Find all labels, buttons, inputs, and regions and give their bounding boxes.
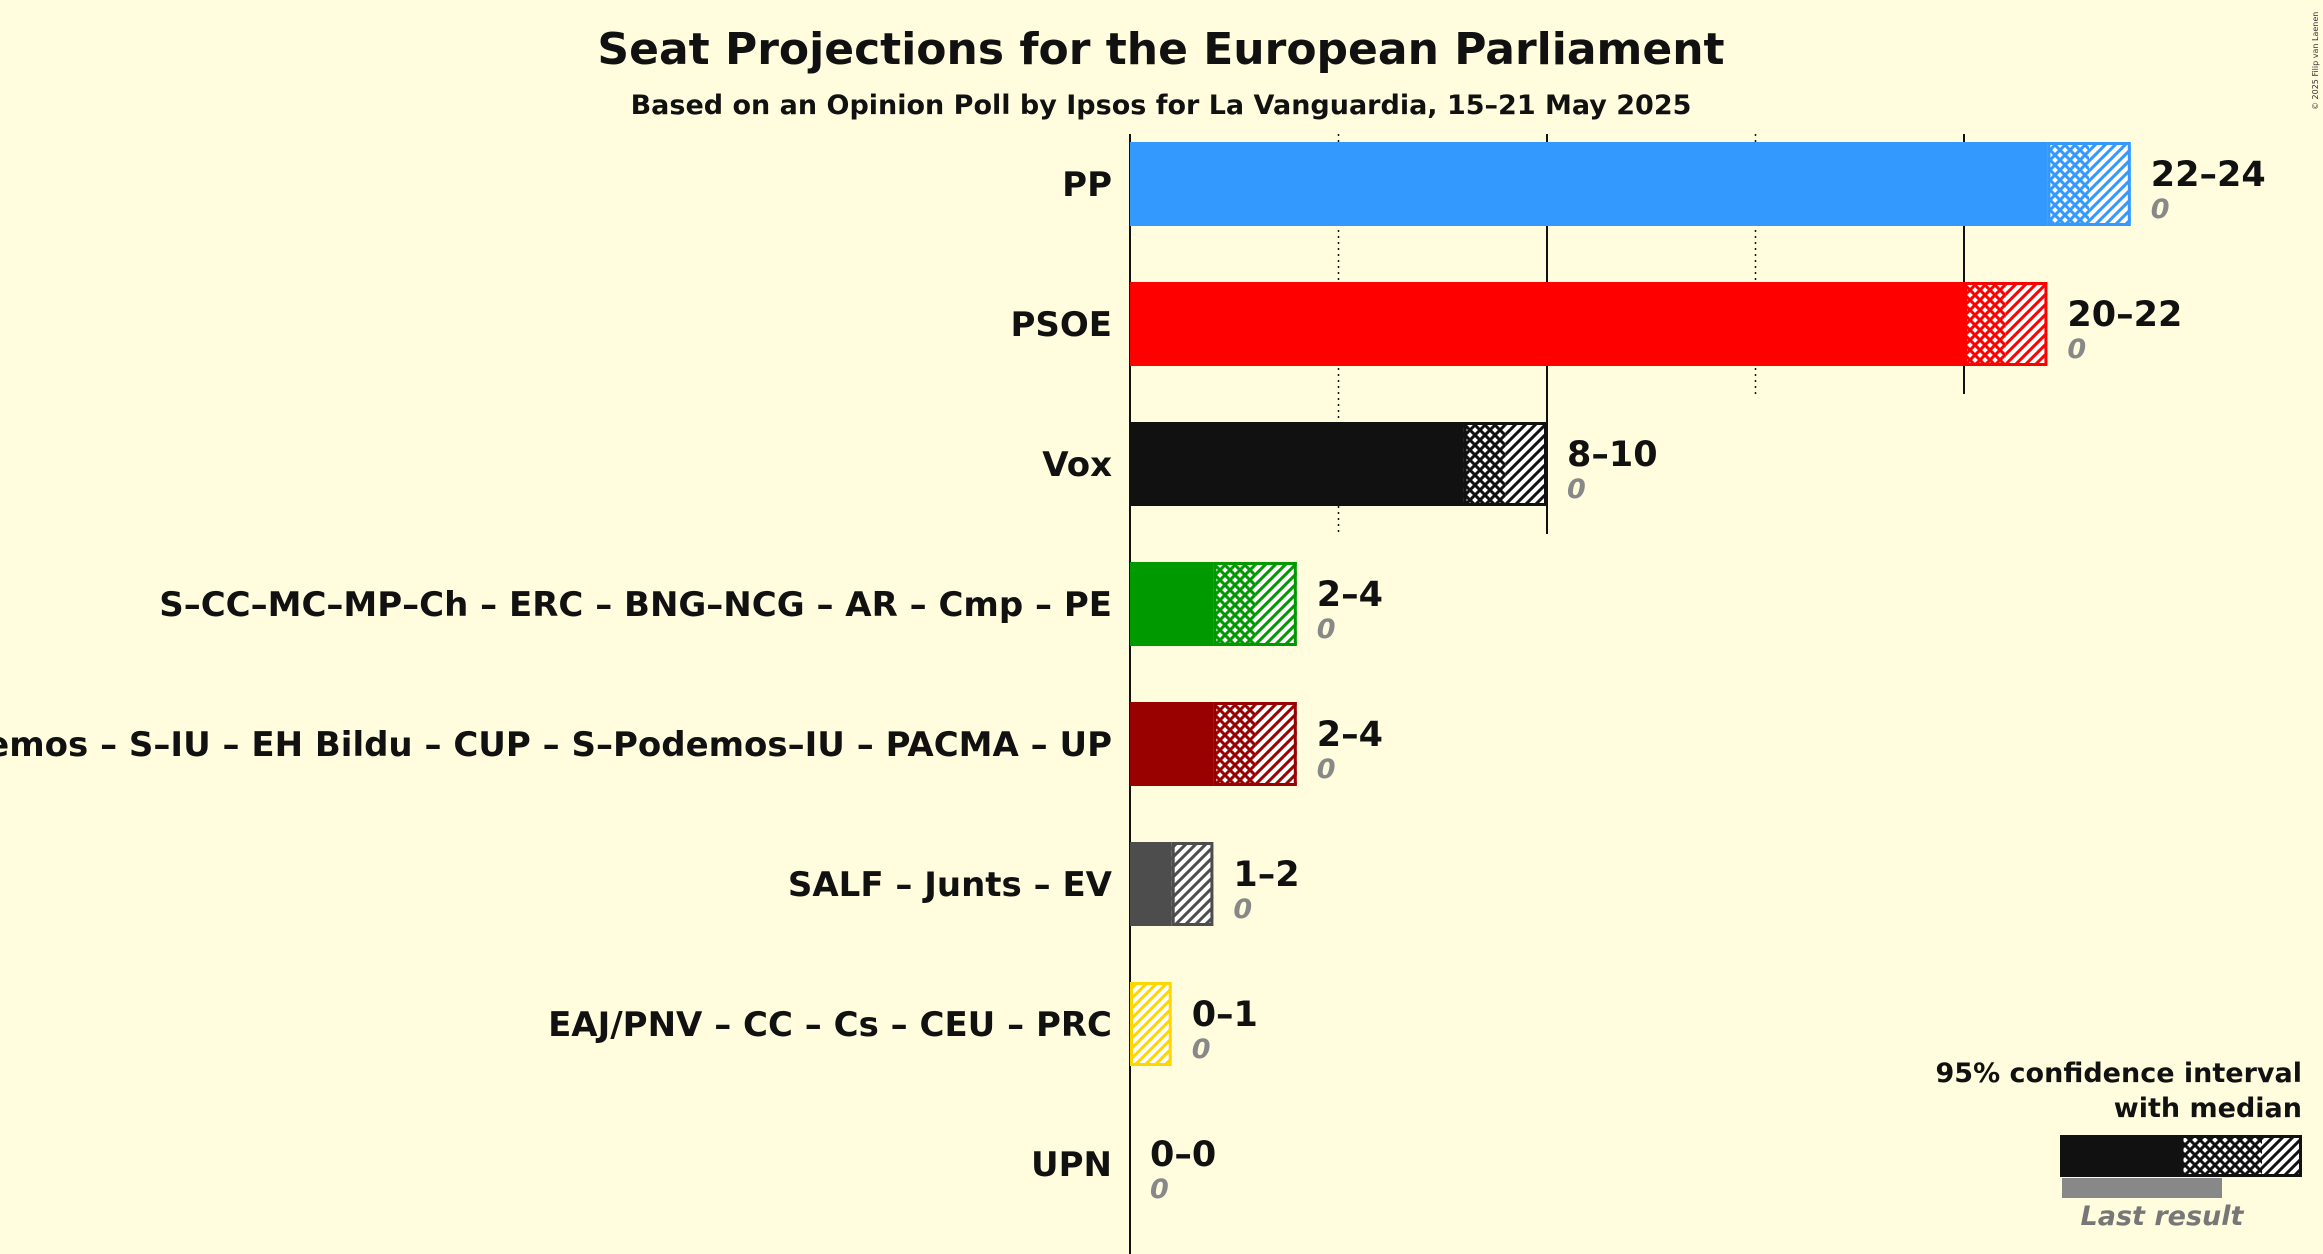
range-label: 20–22: [2067, 295, 2182, 335]
last-result-label: 0: [1233, 894, 1252, 925]
range-label: 0–0: [1150, 1135, 1216, 1175]
legend-title-line1: 95% confidence interval: [1936, 1058, 2302, 1089]
party-row: EAJ/PNV – CC – Cs – CEU – PRC 0–10: [548, 982, 1258, 1066]
party-label: SALF – Junts – EV: [788, 865, 1113, 905]
party-row: PP 22–240: [1062, 142, 2266, 226]
bar-solid: [1130, 422, 1464, 506]
party-label: PP: [1062, 165, 1112, 205]
last-result-label: 0: [1150, 1174, 1169, 1205]
bar-outline: [1213, 562, 1297, 646]
bar-hatch: [1505, 422, 1547, 506]
party-row: SALF – Junts – EV 1–20: [788, 842, 1300, 926]
party-label: EAJ/PNV – CC – Cs – CEU – PRC: [548, 1005, 1112, 1045]
bar-outline: [1964, 282, 2048, 366]
range-label: 8–10: [1567, 435, 1658, 475]
legend: 95% confidence interval with median Last r…: [1936, 1058, 2302, 1232]
last-result-label: 0: [1192, 1034, 1211, 1065]
bar-crosshatch: [1964, 282, 2006, 366]
bar-outline: [1130, 982, 1172, 1066]
legend-last-bar: [2062, 1178, 2222, 1198]
bar-hatch: [2089, 142, 2131, 226]
bar-outline: [1171, 842, 1214, 926]
bar-solid: [1130, 562, 1214, 646]
range-label: 2–4: [1317, 715, 1383, 755]
bar-hatch: [2005, 282, 2048, 366]
bar-outline: [1213, 702, 1297, 786]
bar-solid: [1130, 142, 2048, 226]
bar-crosshatch: [1463, 422, 1506, 506]
bar-crosshatch: [2047, 142, 2090, 226]
bar-crosshatch: [1213, 562, 1256, 646]
last-result-label: 0: [1317, 754, 1336, 785]
party-label: Podemos – S–IU – EH Bildu – CUP – S–Pode…: [0, 725, 1112, 765]
bar-solid: [1130, 282, 1964, 366]
party-row: PSOE 20–220: [1010, 282, 2182, 366]
bar-solid: [1130, 842, 1172, 926]
bar-hatch: [1255, 562, 1297, 646]
legend-crosshatch: [2182, 1135, 2262, 1177]
legend-last-label: Last result: [2081, 1201, 2245, 1232]
legend-outline: [2180, 1135, 2302, 1177]
last-result-label: 0: [1567, 474, 1586, 505]
party-row: Vox 8–100: [1042, 422, 1658, 506]
legend-hatch: [2262, 1135, 2302, 1177]
bar-crosshatch: [1213, 702, 1256, 786]
bar-hatch: [1130, 982, 1172, 1066]
party-row: UPN 0–00: [1031, 1135, 1216, 1205]
bar-outline: [2047, 142, 2131, 226]
bar-outline: [1463, 422, 1547, 506]
last-result-label: 0: [2151, 194, 2170, 225]
range-label: 1–2: [1233, 855, 1299, 895]
range-label: 2–4: [1317, 575, 1383, 615]
last-result-label: 0: [2067, 334, 2086, 365]
bar-hatch: [1171, 842, 1214, 926]
party-label: PSOE: [1010, 305, 1112, 345]
range-label: 0–1: [1192, 995, 1258, 1035]
legend-title-line2: with median: [2114, 1093, 2302, 1124]
party-row: Podemos – S–IU – EH Bildu – CUP – S–Pode…: [0, 702, 1383, 786]
bar-solid: [1130, 702, 1214, 786]
bar-hatch: [1255, 702, 1297, 786]
chart-title: Seat Projections for the European Parlia…: [597, 24, 1724, 75]
party-label: UPN: [1031, 1145, 1112, 1185]
party-label: S–CC–MC–MP–Ch – ERC – BNG–NCG – AR – Cmp…: [159, 585, 1112, 625]
copyright-note: © 2025 Filip van Laenen: [2311, 12, 2320, 110]
legend-solid: [2060, 1135, 2182, 1177]
chart-subtitle: Based on an Opinion Poll by Ipsos for La…: [631, 90, 1692, 121]
range-label: 22–24: [2151, 155, 2266, 195]
party-label: Vox: [1042, 445, 1112, 485]
last-result-label: 0: [1317, 614, 1336, 645]
party-row: S–CC–MC–MP–Ch – ERC – BNG–NCG – AR – Cmp…: [159, 562, 1383, 646]
